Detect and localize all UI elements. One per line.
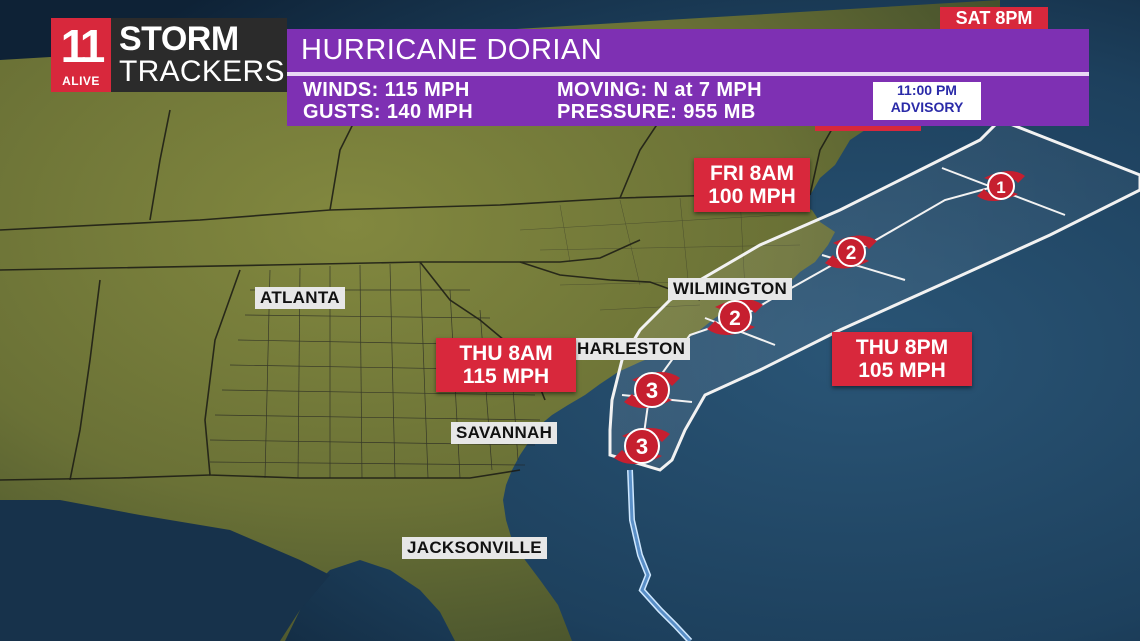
georgia-counties bbox=[209, 262, 541, 479]
storm-category-1: 3 bbox=[636, 434, 648, 459]
advisory-label: ADVISORY bbox=[890, 99, 964, 115]
storm-icon-3: 2 bbox=[707, 298, 763, 336]
pressure-value: PRESSURE: 955 MB bbox=[557, 101, 756, 123]
city-label-atlanta: ATLANTA bbox=[255, 287, 345, 309]
forecast-wind: 105 MPH bbox=[858, 359, 946, 382]
forecast-wind: 100 MPH bbox=[708, 185, 796, 208]
storm-icon-4: 2 bbox=[825, 235, 877, 269]
city-label-wilmington: WILMINGTON bbox=[668, 278, 793, 300]
forecast-time: THU 8AM bbox=[459, 342, 553, 365]
moving-value: MOVING: N at 7 MPH bbox=[557, 79, 762, 101]
storm-icon-5: 1 bbox=[977, 170, 1025, 202]
forecast-wind: 115 MPH bbox=[462, 365, 550, 388]
brand-line-1: STORM bbox=[119, 20, 239, 58]
forecast-label-thu-8pm: THU 8PM 105 MPH bbox=[832, 332, 972, 386]
advisory-time: 11:00 PM bbox=[897, 82, 957, 98]
logo-number: 11 bbox=[60, 20, 106, 72]
city-label-jacksonville: JACKSONVILLE bbox=[402, 537, 547, 559]
forecast-label-sat-8pm: SAT 8PM bbox=[940, 7, 1048, 30]
banner-separator bbox=[287, 72, 1089, 76]
forecast-time: FRI 8AM bbox=[710, 162, 794, 185]
winds-value: WINDS: 115 MPH bbox=[303, 79, 470, 101]
storm-icon-2: 3 bbox=[624, 371, 680, 409]
gulf-of-mexico bbox=[0, 500, 330, 641]
storm-category-3: 2 bbox=[729, 307, 741, 330]
storm-category-5: 1 bbox=[996, 178, 1005, 197]
storm-icon-1: 3 bbox=[614, 427, 670, 465]
forecast-label-fri-8am: FRI 8AM 100 MPH bbox=[694, 158, 810, 212]
gusts-value: GUSTS: 140 MPH bbox=[303, 101, 474, 123]
storm-title: HURRICANE DORIAN bbox=[301, 34, 603, 66]
forecast-label-hidden-tab bbox=[815, 126, 921, 131]
title-banner: HURRICANE DORIAN bbox=[287, 29, 1089, 72]
storm-category-2: 3 bbox=[646, 378, 658, 403]
city-label-savannah: SAVANNAH bbox=[451, 422, 558, 444]
past-track-inner bbox=[628, 469, 692, 641]
forecast-label-thu-8am: THU 8AM 115 MPH bbox=[436, 338, 576, 392]
forecast-time: THU 8PM bbox=[855, 336, 949, 359]
city-label-charleston: HARLESTON bbox=[572, 338, 691, 360]
advisory-badge: 11:00 PM ADVISORY bbox=[873, 82, 981, 120]
storm-category-4: 2 bbox=[846, 243, 857, 264]
brand-line-2: TRACKERS bbox=[119, 55, 285, 88]
storm-trackers-brand: STORM TRACKERS bbox=[111, 18, 287, 92]
station-logo: 11 ALIVE bbox=[51, 18, 111, 92]
logo-sub: ALIVE bbox=[62, 74, 100, 88]
